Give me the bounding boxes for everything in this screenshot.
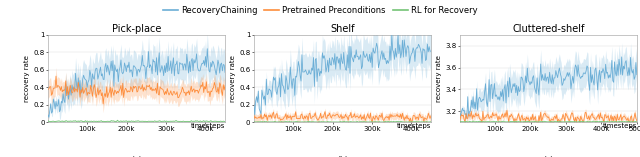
Text: (a): (a) — [131, 156, 142, 157]
Title: Cluttered-shelf: Cluttered-shelf — [512, 24, 584, 34]
Y-axis label: recovery rate: recovery rate — [230, 55, 236, 102]
Text: timesteps: timesteps — [602, 123, 637, 129]
Legend: RecoveryChaining, Pretrained Preconditions, RL for Recovery: RecoveryChaining, Pretrained Preconditio… — [159, 3, 481, 18]
Y-axis label: recovery rate: recovery rate — [436, 55, 442, 102]
Title: Shelf: Shelf — [330, 24, 355, 34]
Text: timesteps: timesteps — [191, 123, 225, 129]
Text: timesteps: timesteps — [397, 123, 431, 129]
Text: (b): (b) — [337, 156, 348, 157]
Y-axis label: recovery rate: recovery rate — [24, 55, 31, 102]
Title: Pick-place: Pick-place — [112, 24, 161, 34]
Text: (c): (c) — [543, 156, 554, 157]
